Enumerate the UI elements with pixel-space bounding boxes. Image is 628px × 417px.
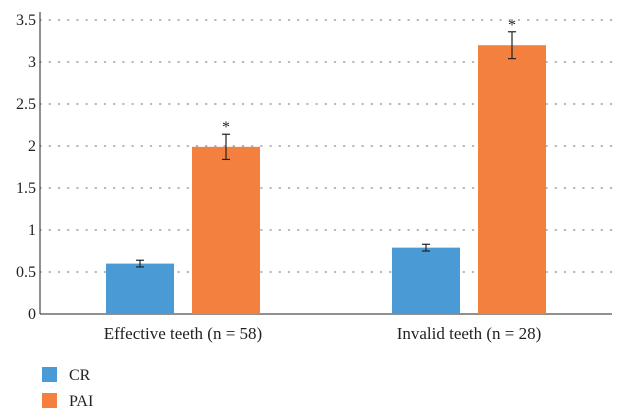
y-tick-label: 1.5 xyxy=(16,180,36,197)
x-category-label: Effective teeth (n = 58) xyxy=(104,324,262,343)
legend-swatch-cr xyxy=(42,367,57,382)
bar-pai-1 xyxy=(478,45,546,314)
legend: CR PAI xyxy=(42,367,93,410)
bar-pai-0 xyxy=(192,146,260,314)
bar-cr-1 xyxy=(392,247,460,314)
bars xyxy=(106,31,546,314)
legend-swatch-pai xyxy=(42,393,57,408)
significance-marker: * xyxy=(222,119,230,136)
y-tick-label: 2.5 xyxy=(16,96,36,113)
grid-lines xyxy=(39,19,613,273)
y-tick-label: 0 xyxy=(28,306,36,323)
legend-label-cr: CR xyxy=(69,367,91,384)
y-tick-label: 3 xyxy=(28,54,36,71)
significance-marker: * xyxy=(508,17,516,34)
y-tick-label: 1 xyxy=(28,222,36,239)
x-category-label: Invalid teeth (n = 28) xyxy=(397,324,542,343)
y-tick-label: 3.5 xyxy=(16,12,36,29)
y-tick-label: 2 xyxy=(28,138,36,155)
legend-label-pai: PAI xyxy=(69,393,93,410)
labels: 0 0.5 1 1.5 2 2.5 3 3.5 * Effective teeth (n = 58… xyxy=(16,12,541,343)
y-tick-label: 0.5 xyxy=(16,264,36,281)
bar-cr-0 xyxy=(106,263,174,314)
